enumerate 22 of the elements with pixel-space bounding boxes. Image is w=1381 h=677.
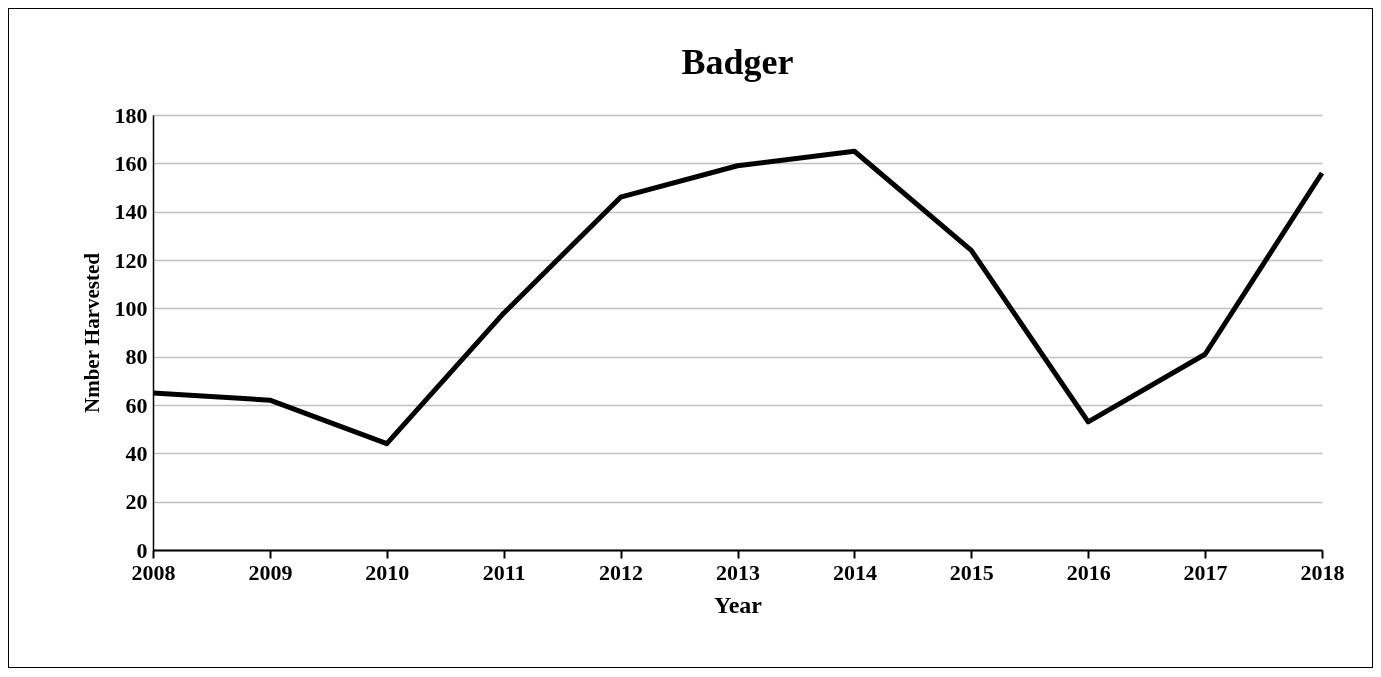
x-tick-label: 2013 <box>716 559 760 585</box>
y-tick-label: 180 <box>114 102 148 128</box>
y-tick-label: 160 <box>114 150 148 176</box>
y-tick-label: 100 <box>114 295 148 321</box>
x-axis-title: Year <box>714 591 763 618</box>
y-tick-label: 80 <box>125 344 148 370</box>
y-axis-title: Nmber Harvested <box>79 252 104 413</box>
x-tick-label: 2014 <box>832 559 877 585</box>
x-tick-label: 2010 <box>365 559 410 585</box>
x-tick-label: 2012 <box>599 559 644 585</box>
y-tick-label: 40 <box>125 440 148 466</box>
x-tick-label: 2018 <box>1300 559 1345 585</box>
x-tick-label: 2015 <box>949 559 994 585</box>
x-tick-label: 2011 <box>482 559 526 585</box>
y-tick-label: 140 <box>114 199 148 225</box>
y-tick-label: 60 <box>125 392 148 418</box>
x-tick-label: 2017 <box>1183 559 1228 585</box>
x-tick-label: 2016 <box>1066 559 1111 585</box>
y-tick-label: 20 <box>125 489 148 515</box>
y-tick-label: 120 <box>114 247 148 273</box>
x-tick-label: 2009 <box>248 559 293 585</box>
chart-title: Badger <box>681 42 794 82</box>
